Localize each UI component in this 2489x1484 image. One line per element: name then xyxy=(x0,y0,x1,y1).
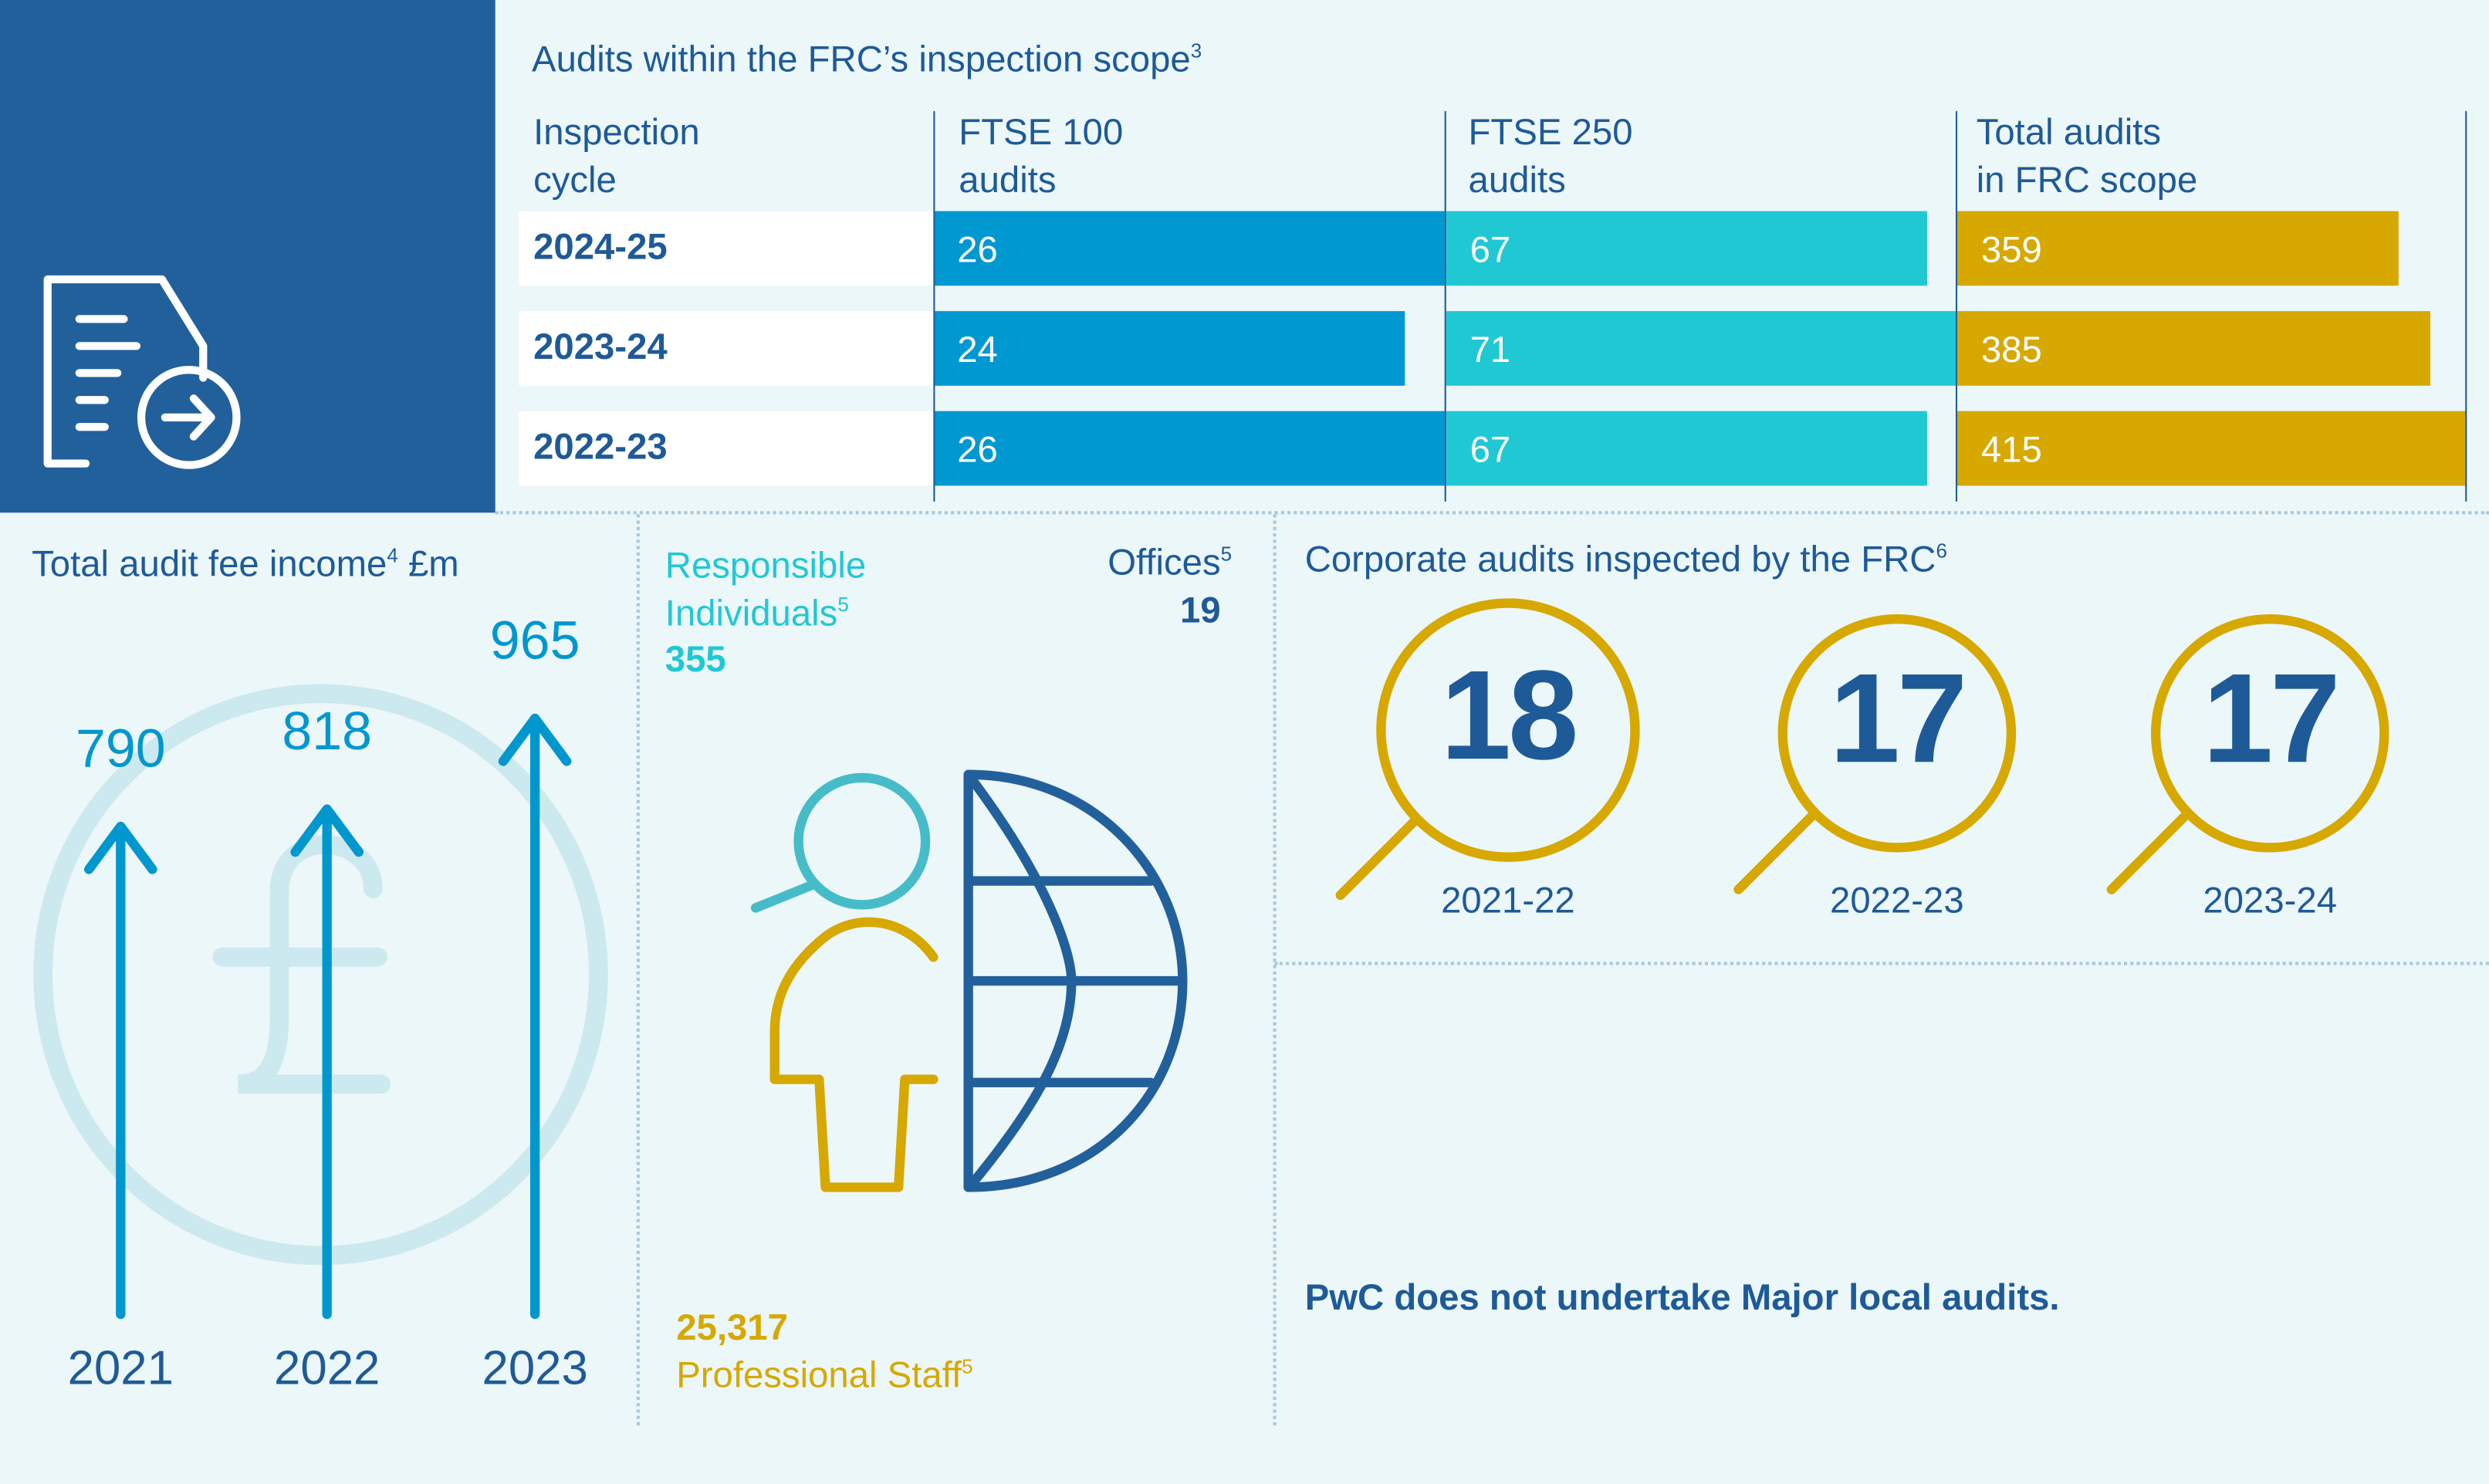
scope-title: Audits within the FRC’s inspection scope… xyxy=(532,38,1202,79)
inspected-year: 2021-22 xyxy=(1441,879,1575,921)
row-cycle: 2022-23 xyxy=(533,425,668,467)
bar-ftse100: 26 xyxy=(933,211,1445,286)
fee-title: Total audit fee income4 £m xyxy=(32,543,459,584)
column-divider xyxy=(1444,110,1446,502)
bar-ftse100: 24 xyxy=(933,311,1405,386)
header-ftse250: FTSE 250 audits xyxy=(1468,110,1633,201)
responsible-individuals-label: Responsible Individuals5 xyxy=(665,544,867,634)
column-divider xyxy=(1955,110,1958,502)
bar-value: 24 xyxy=(957,328,998,370)
table-row: 2023-24 xyxy=(519,311,934,386)
bar-value: 67 xyxy=(1469,228,1511,270)
divider xyxy=(1273,514,1277,1426)
fee-year: 2023 xyxy=(482,1343,588,1395)
bar-value: 385 xyxy=(1980,328,2042,370)
inspected-year: 2023-24 xyxy=(2203,879,2338,921)
table-row: 2024-25 xyxy=(519,211,934,286)
fee-year: 2022 xyxy=(274,1343,380,1395)
fee-arrow xyxy=(498,713,572,1320)
bar-ftse100: 26 xyxy=(933,411,1445,486)
fee-value: 790 xyxy=(75,718,166,779)
major-local-audits-note: PwC does not undertake Major local audit… xyxy=(1304,1276,2060,1318)
bar-value: 415 xyxy=(1980,428,2042,470)
offices-label: Offices5 xyxy=(1108,541,1233,583)
staff-value: 25,317 xyxy=(676,1306,788,1348)
header-inspection-cycle: Inspection cycle xyxy=(533,110,700,201)
divider xyxy=(495,511,2489,515)
column-divider xyxy=(2465,110,2467,502)
offices-value: 19 xyxy=(1180,589,1221,630)
divider xyxy=(1274,962,2489,965)
fee-value: 818 xyxy=(282,701,373,762)
bar-ftse250: 67 xyxy=(1446,211,1927,286)
globe-icon xyxy=(963,769,1188,1192)
person-icon xyxy=(769,917,938,1192)
divider xyxy=(636,514,640,1426)
magnifier-icon xyxy=(793,772,931,910)
bar-ftse250: 67 xyxy=(1446,411,1927,486)
column-divider xyxy=(933,110,935,502)
bar-total: 415 xyxy=(1957,411,2467,486)
inspected-count: 17 xyxy=(2202,647,2341,789)
responsible-individuals-value: 355 xyxy=(665,637,726,680)
header-panel xyxy=(0,0,495,513)
bar-ftse250: 71 xyxy=(1446,311,1956,386)
fee-value: 965 xyxy=(489,610,580,671)
inspected-year: 2022-23 xyxy=(1830,879,1964,921)
document-arrow-icon xyxy=(43,275,241,469)
row-cycle: 2024-25 xyxy=(533,225,668,267)
bar-value: 26 xyxy=(957,228,998,270)
bar-total: 385 xyxy=(1957,311,2430,386)
fee-year: 2021 xyxy=(67,1343,174,1395)
table-row: 2022-23 xyxy=(519,411,934,486)
bar-total: 359 xyxy=(1957,211,2398,286)
inspected-count: 17 xyxy=(1829,647,1967,789)
bar-value: 359 xyxy=(1980,228,2042,270)
bar-value: 67 xyxy=(1469,428,1511,470)
header-total: Total audits in FRC scope xyxy=(1976,110,2198,201)
fee-arrow xyxy=(290,804,364,1320)
header-ftse100: FTSE 100 audits xyxy=(959,110,1124,201)
row-cycle: 2023-24 xyxy=(533,325,668,367)
inspected-title: Corporate audits inspected by the FRC6 xyxy=(1304,538,1947,580)
bar-value: 71 xyxy=(1469,328,1511,370)
staff-label: Professional Staff5 xyxy=(676,1354,973,1395)
fee-arrow xyxy=(84,821,157,1320)
people-globe-icon xyxy=(750,769,1188,1192)
fee-arrows xyxy=(84,713,572,1320)
inspected-count: 18 xyxy=(1440,644,1579,786)
bar-value: 26 xyxy=(957,428,998,470)
